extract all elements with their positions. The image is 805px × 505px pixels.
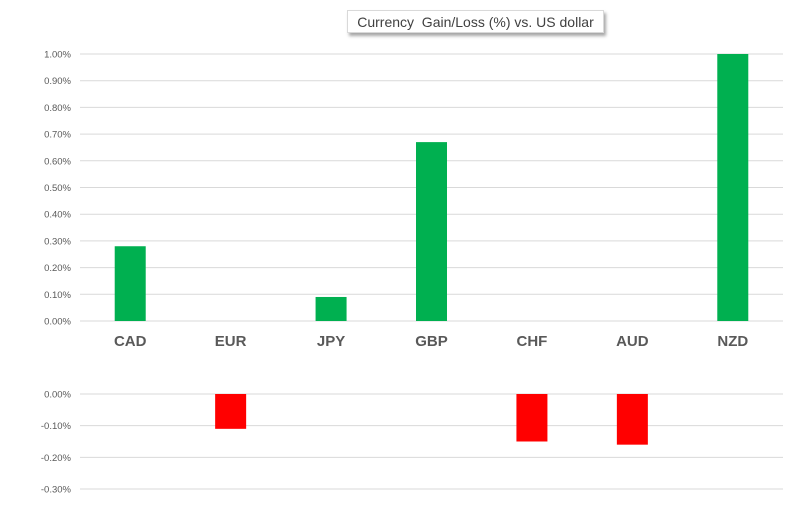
bar-gbp — [416, 142, 447, 321]
y-tick-label: 0.60% — [44, 156, 71, 167]
bars — [114, 54, 749, 445]
category-label: AUD — [616, 333, 649, 350]
y-tick-label: 0.40% — [44, 210, 71, 221]
bar-chf — [516, 394, 548, 442]
bar-nzd — [717, 54, 749, 321]
y-tick-label: 0.70% — [44, 130, 71, 141]
bottom-gridlines — [80, 393, 783, 490]
bar-aud — [616, 394, 648, 445]
category-label: EUR — [215, 333, 247, 350]
bar-cad — [114, 246, 146, 321]
category-label: GBP — [415, 333, 448, 350]
y-tick-label: 0.30% — [44, 236, 71, 247]
y-tick-label: 0.80% — [44, 103, 71, 114]
category-label: CAD — [114, 333, 147, 350]
y-tick-label: 0.90% — [44, 76, 71, 87]
category-label: NZD — [717, 333, 748, 350]
y-tick-label: 0.10% — [44, 290, 71, 301]
y-tick-label: 0.50% — [44, 183, 71, 194]
y-tick-label: 0.00% — [44, 317, 71, 328]
y-tick-label: 1.00% — [44, 50, 71, 61]
bar-jpy — [315, 296, 347, 321]
y-tick-label: -0.30% — [41, 485, 72, 496]
labels: 1.00% 0.90% 0.80% 0.70% 0.60% 0.50% 0.40% 0.30%… — [41, 50, 748, 496]
category-label: JPY — [317, 333, 345, 350]
y-tick-label: 0.20% — [44, 263, 71, 274]
category-label: CHF — [517, 333, 548, 350]
chart-title: Currency Gain/Loss (%) vs. US dollar — [347, 10, 604, 33]
y-tick-label: -0.10% — [41, 421, 72, 432]
y-tick-label: -0.20% — [41, 453, 72, 464]
y-tick-label: 0.00% — [44, 390, 71, 401]
bar-eur — [215, 394, 247, 429]
